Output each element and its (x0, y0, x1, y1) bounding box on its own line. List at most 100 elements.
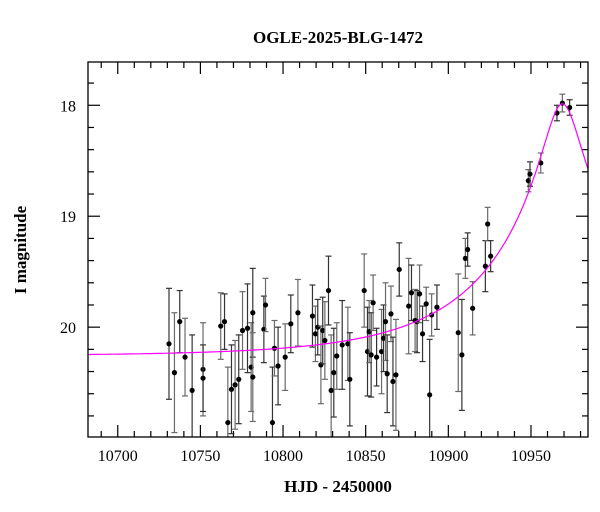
data-point-group (384, 334, 391, 414)
data-point-group (176, 289, 183, 354)
data-point-group (426, 338, 433, 437)
data-point (427, 392, 433, 398)
data-point-group (482, 240, 489, 293)
data-point-group (275, 326, 282, 406)
data-point (345, 341, 351, 347)
data-point-group (433, 284, 440, 330)
data-point (288, 321, 294, 327)
data-point (236, 376, 242, 382)
data-point (182, 354, 188, 360)
data-point (384, 371, 390, 377)
data-point-group (321, 301, 328, 380)
data-point (419, 331, 426, 337)
data-point-group (396, 242, 403, 297)
data-point-group (314, 298, 321, 356)
data-point (416, 291, 423, 297)
data-point-group (182, 317, 189, 397)
data-point (470, 305, 476, 311)
data-point (370, 300, 376, 306)
data-point (482, 263, 488, 269)
data-point-group (217, 292, 224, 360)
data-point-group (325, 255, 332, 326)
data-point (406, 303, 412, 309)
data-point (339, 342, 345, 348)
data-point (177, 319, 183, 325)
x-tick-label: 10800 (263, 448, 303, 465)
data-point (250, 374, 256, 380)
data-point-group (262, 277, 269, 333)
data-point (282, 354, 288, 360)
data-point (269, 419, 276, 426)
data-point (171, 370, 178, 376)
data-point (320, 327, 326, 334)
data-point (488, 253, 494, 259)
data-point-group (221, 293, 228, 350)
data-point (312, 331, 319, 337)
y-axis-label: I magnitude (11, 205, 30, 294)
data-point (396, 266, 402, 273)
data-point (380, 335, 387, 341)
data-point-group (309, 284, 316, 348)
data-point-group (346, 332, 353, 427)
data-point-group (416, 264, 423, 324)
data-point (322, 337, 328, 344)
model-curve (88, 103, 588, 356)
data-point-group (171, 312, 178, 434)
data-point-group (235, 334, 242, 425)
x-axis-label: HJD - 2450000 (284, 477, 392, 496)
chart-title: OGLE-2025-BLG-1472 (253, 28, 423, 47)
x-tick-label: 10900 (428, 448, 468, 465)
data-point (388, 311, 394, 317)
data-point (331, 370, 337, 376)
data-point (455, 330, 461, 336)
data-point (393, 372, 399, 378)
data-point-group (287, 294, 294, 354)
data-point-group (244, 283, 251, 374)
y-tick-label: 20 (60, 320, 76, 337)
data-point-group (228, 344, 235, 435)
data-point (361, 287, 367, 294)
data-point (239, 327, 246, 334)
data-point-group (458, 298, 465, 411)
data-point-group (553, 104, 560, 122)
data-point-group (333, 322, 340, 390)
data-point-group (165, 287, 172, 400)
data-point-group (189, 334, 196, 437)
data-point-group (464, 232, 471, 267)
data-point (225, 419, 231, 426)
data-point-group (368, 312, 375, 398)
data-point-group (462, 237, 469, 279)
y-tick-label: 19 (60, 209, 76, 226)
data-point (567, 104, 573, 111)
data-point-group (232, 339, 239, 430)
data-point (200, 375, 206, 381)
data-point (347, 376, 353, 382)
data-point (309, 313, 316, 319)
data-point (275, 363, 281, 369)
data-point (465, 246, 471, 253)
data-point (232, 382, 238, 388)
data-point (462, 255, 468, 261)
data-point (408, 290, 415, 296)
data-point (166, 341, 172, 347)
data-point (373, 354, 380, 360)
data-point (228, 386, 235, 392)
data-point-group (408, 264, 415, 322)
data-point-group (392, 318, 399, 431)
data-point-group (382, 282, 389, 362)
data-point-group (294, 278, 301, 347)
data-point (328, 387, 334, 394)
data-point (325, 287, 332, 294)
data-point-group (559, 93, 566, 113)
data-point (244, 325, 251, 331)
data-point-group (455, 273, 462, 393)
data-point (295, 310, 301, 316)
data-point-group (373, 327, 380, 387)
data-point (378, 348, 385, 355)
data-point (250, 310, 256, 316)
data-point (527, 171, 533, 177)
data-point-group (387, 285, 394, 343)
data-point (334, 353, 340, 359)
plot-frame (87, 61, 589, 438)
